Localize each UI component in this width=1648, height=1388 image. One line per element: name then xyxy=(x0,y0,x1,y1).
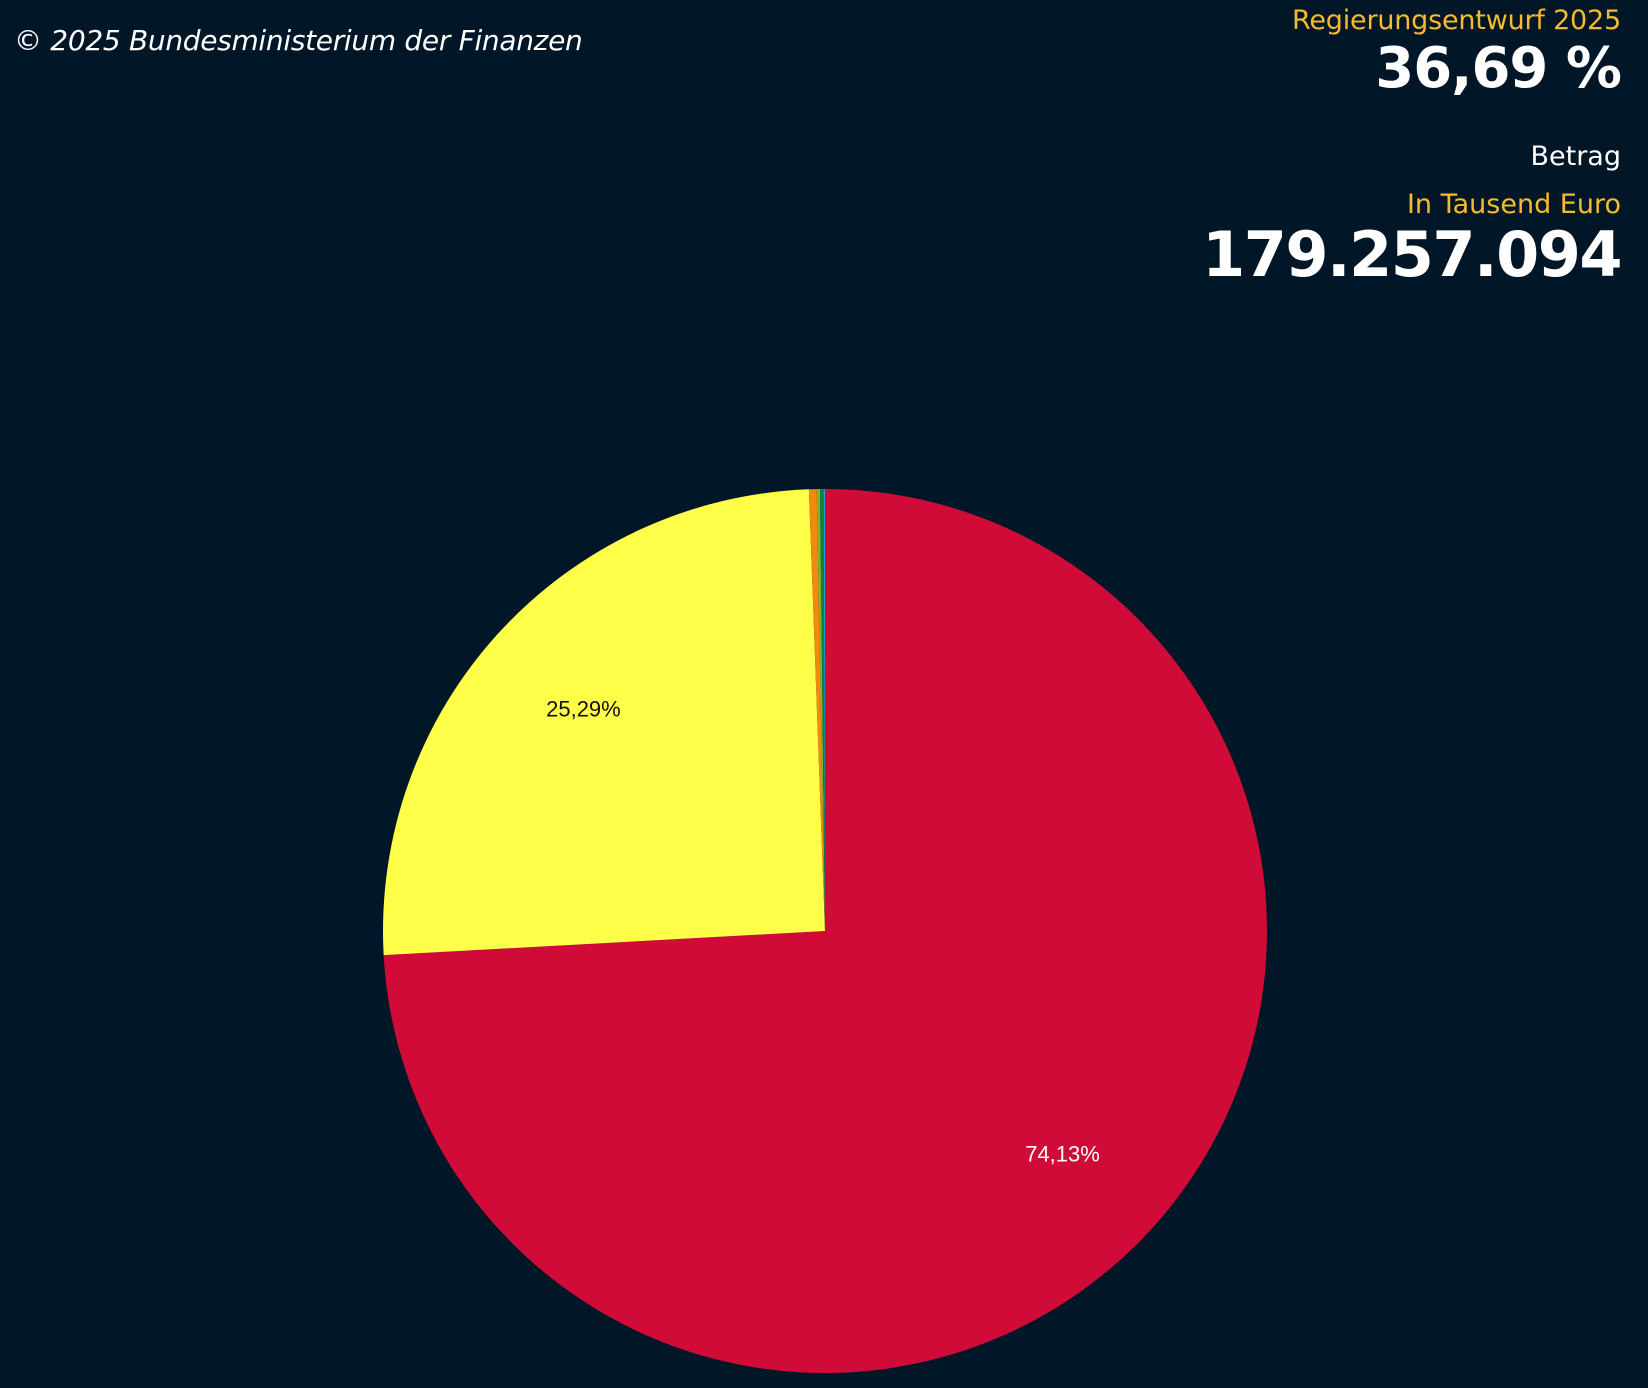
copyright-notice: © 2025 Bundesministerium der Finanzen xyxy=(14,24,583,57)
stats-panel: Regierungsentwurf 2025 36,69 % Betrag In… xyxy=(1202,4,1622,291)
amount-value: 179.257.094 xyxy=(1202,218,1622,291)
amount-heading: Betrag xyxy=(1530,141,1621,172)
slice-label-2: 25,29% xyxy=(546,696,621,721)
budget-year-label: Regierungsentwurf 2025 xyxy=(1292,5,1621,36)
pie-slice-4 xyxy=(816,489,825,931)
pie-slice-1 xyxy=(383,489,1267,1373)
share-percent: 36,69 % xyxy=(1375,36,1622,101)
pie-slice-2 xyxy=(383,489,825,956)
pie-slice-5 xyxy=(820,489,825,931)
pie-slice-3 xyxy=(808,489,825,931)
pie-slice-6 xyxy=(823,489,825,931)
slice-label-1: 74,13% xyxy=(1025,1142,1100,1167)
amount-unit-label: In Tausend Euro xyxy=(1406,189,1621,220)
